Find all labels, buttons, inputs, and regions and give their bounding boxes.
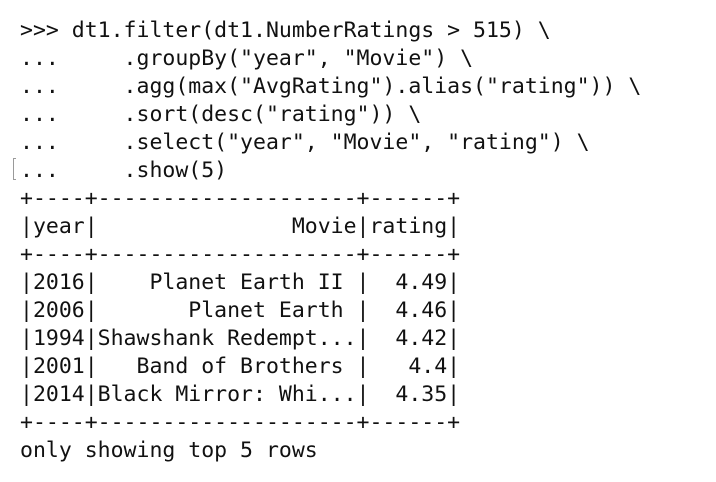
table-border-mid: +----+--------------------+------+ xyxy=(20,242,461,267)
table-row: |2001| Band of Brothers | 4.4| xyxy=(20,354,461,379)
table-row: |2016| Planet Earth II | 4.49| xyxy=(20,270,461,295)
command-line-3: ... .agg(max("AvgRating").alias("rating"… xyxy=(20,74,642,99)
selection-cursor-marker xyxy=(13,158,16,180)
table-border-bottom: +----+--------------------+------+ xyxy=(20,410,461,435)
table-header-row: |year| Movie|rating| xyxy=(20,214,461,239)
footer-status-text: only showing top 5 rows xyxy=(20,438,318,463)
command-line-1: >>> dt1.filter(dt1.NumberRatings > 515) … xyxy=(20,18,551,43)
table-row: |2006| Planet Earth | 4.46| xyxy=(20,298,461,323)
command-line-5: ... .select("year", "Movie", "rating") \ xyxy=(20,130,590,155)
table-border-top: +----+--------------------+------+ xyxy=(20,186,461,211)
table-row: |2014|Black Mirror: Whi...| 4.35| xyxy=(20,382,461,407)
command-line-4: ... .sort(desc("rating")) \ xyxy=(20,102,422,127)
command-line-6: ... .show(5) xyxy=(20,158,228,183)
command-line-2: ... .groupBy("year", "Movie") \ xyxy=(20,46,474,71)
table-row: |1994|Shawshank Redempt...| 4.42| xyxy=(20,326,461,351)
